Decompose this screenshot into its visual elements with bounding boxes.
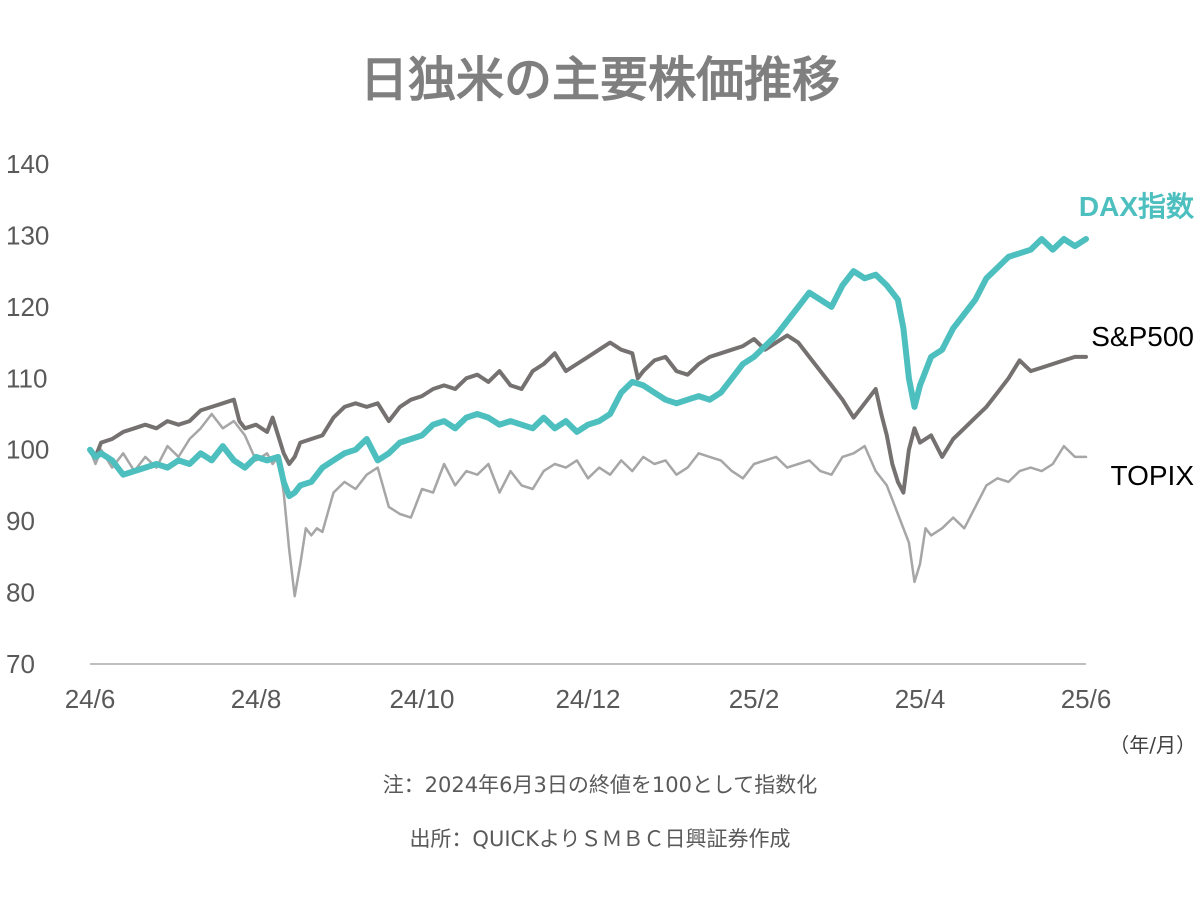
x-tick-label: 24/8 (231, 684, 282, 714)
y-tick-label: 70 (6, 649, 35, 679)
series-label-2: DAX指数 (1079, 191, 1195, 222)
series-label-0: TOPIX (1110, 460, 1194, 491)
x-tick-label: 25/2 (729, 684, 780, 714)
x-tick-label: 25/4 (895, 684, 946, 714)
series-line-1 (88, 333, 1088, 495)
series-lines (87, 236, 1089, 598)
series-labels: TOPIX S&P500 DAX指数 (1079, 191, 1195, 491)
x-unit-label: （年/月） (1109, 733, 1196, 757)
y-tick-label: 90 (6, 506, 35, 536)
x-tick-label: 25/6 (1061, 684, 1112, 714)
series-label-1: S&P500 (1091, 321, 1194, 352)
x-tick-label: 24/12 (555, 684, 620, 714)
y-tick-label: 130 (6, 220, 49, 250)
x-axis: 24/6 24/8 24/10 24/12 25/2 25/4 25/6 (65, 684, 1112, 714)
series-line-0 (88, 412, 1088, 598)
y-tick-label: 140 (6, 149, 49, 179)
source-text: 出所：QUICKよりＳＭＢＣ日興証券作成 (409, 827, 790, 851)
y-tick-label: 100 (6, 435, 49, 465)
series-line-2 (87, 236, 1089, 500)
x-tick-label: 24/6 (65, 684, 116, 714)
y-tick-label: 120 (6, 292, 49, 322)
y-tick-label: 110 (6, 363, 47, 393)
chart-title: 日独米の主要株価推移 (360, 52, 840, 108)
y-axis: 70 80 90 100 110 120 130 140 (6, 149, 49, 679)
x-tick-label: 24/10 (389, 684, 454, 714)
y-tick-label: 80 (6, 578, 35, 608)
note-text: 注：2024年6月3日の終値を100として指数化 (383, 773, 818, 797)
